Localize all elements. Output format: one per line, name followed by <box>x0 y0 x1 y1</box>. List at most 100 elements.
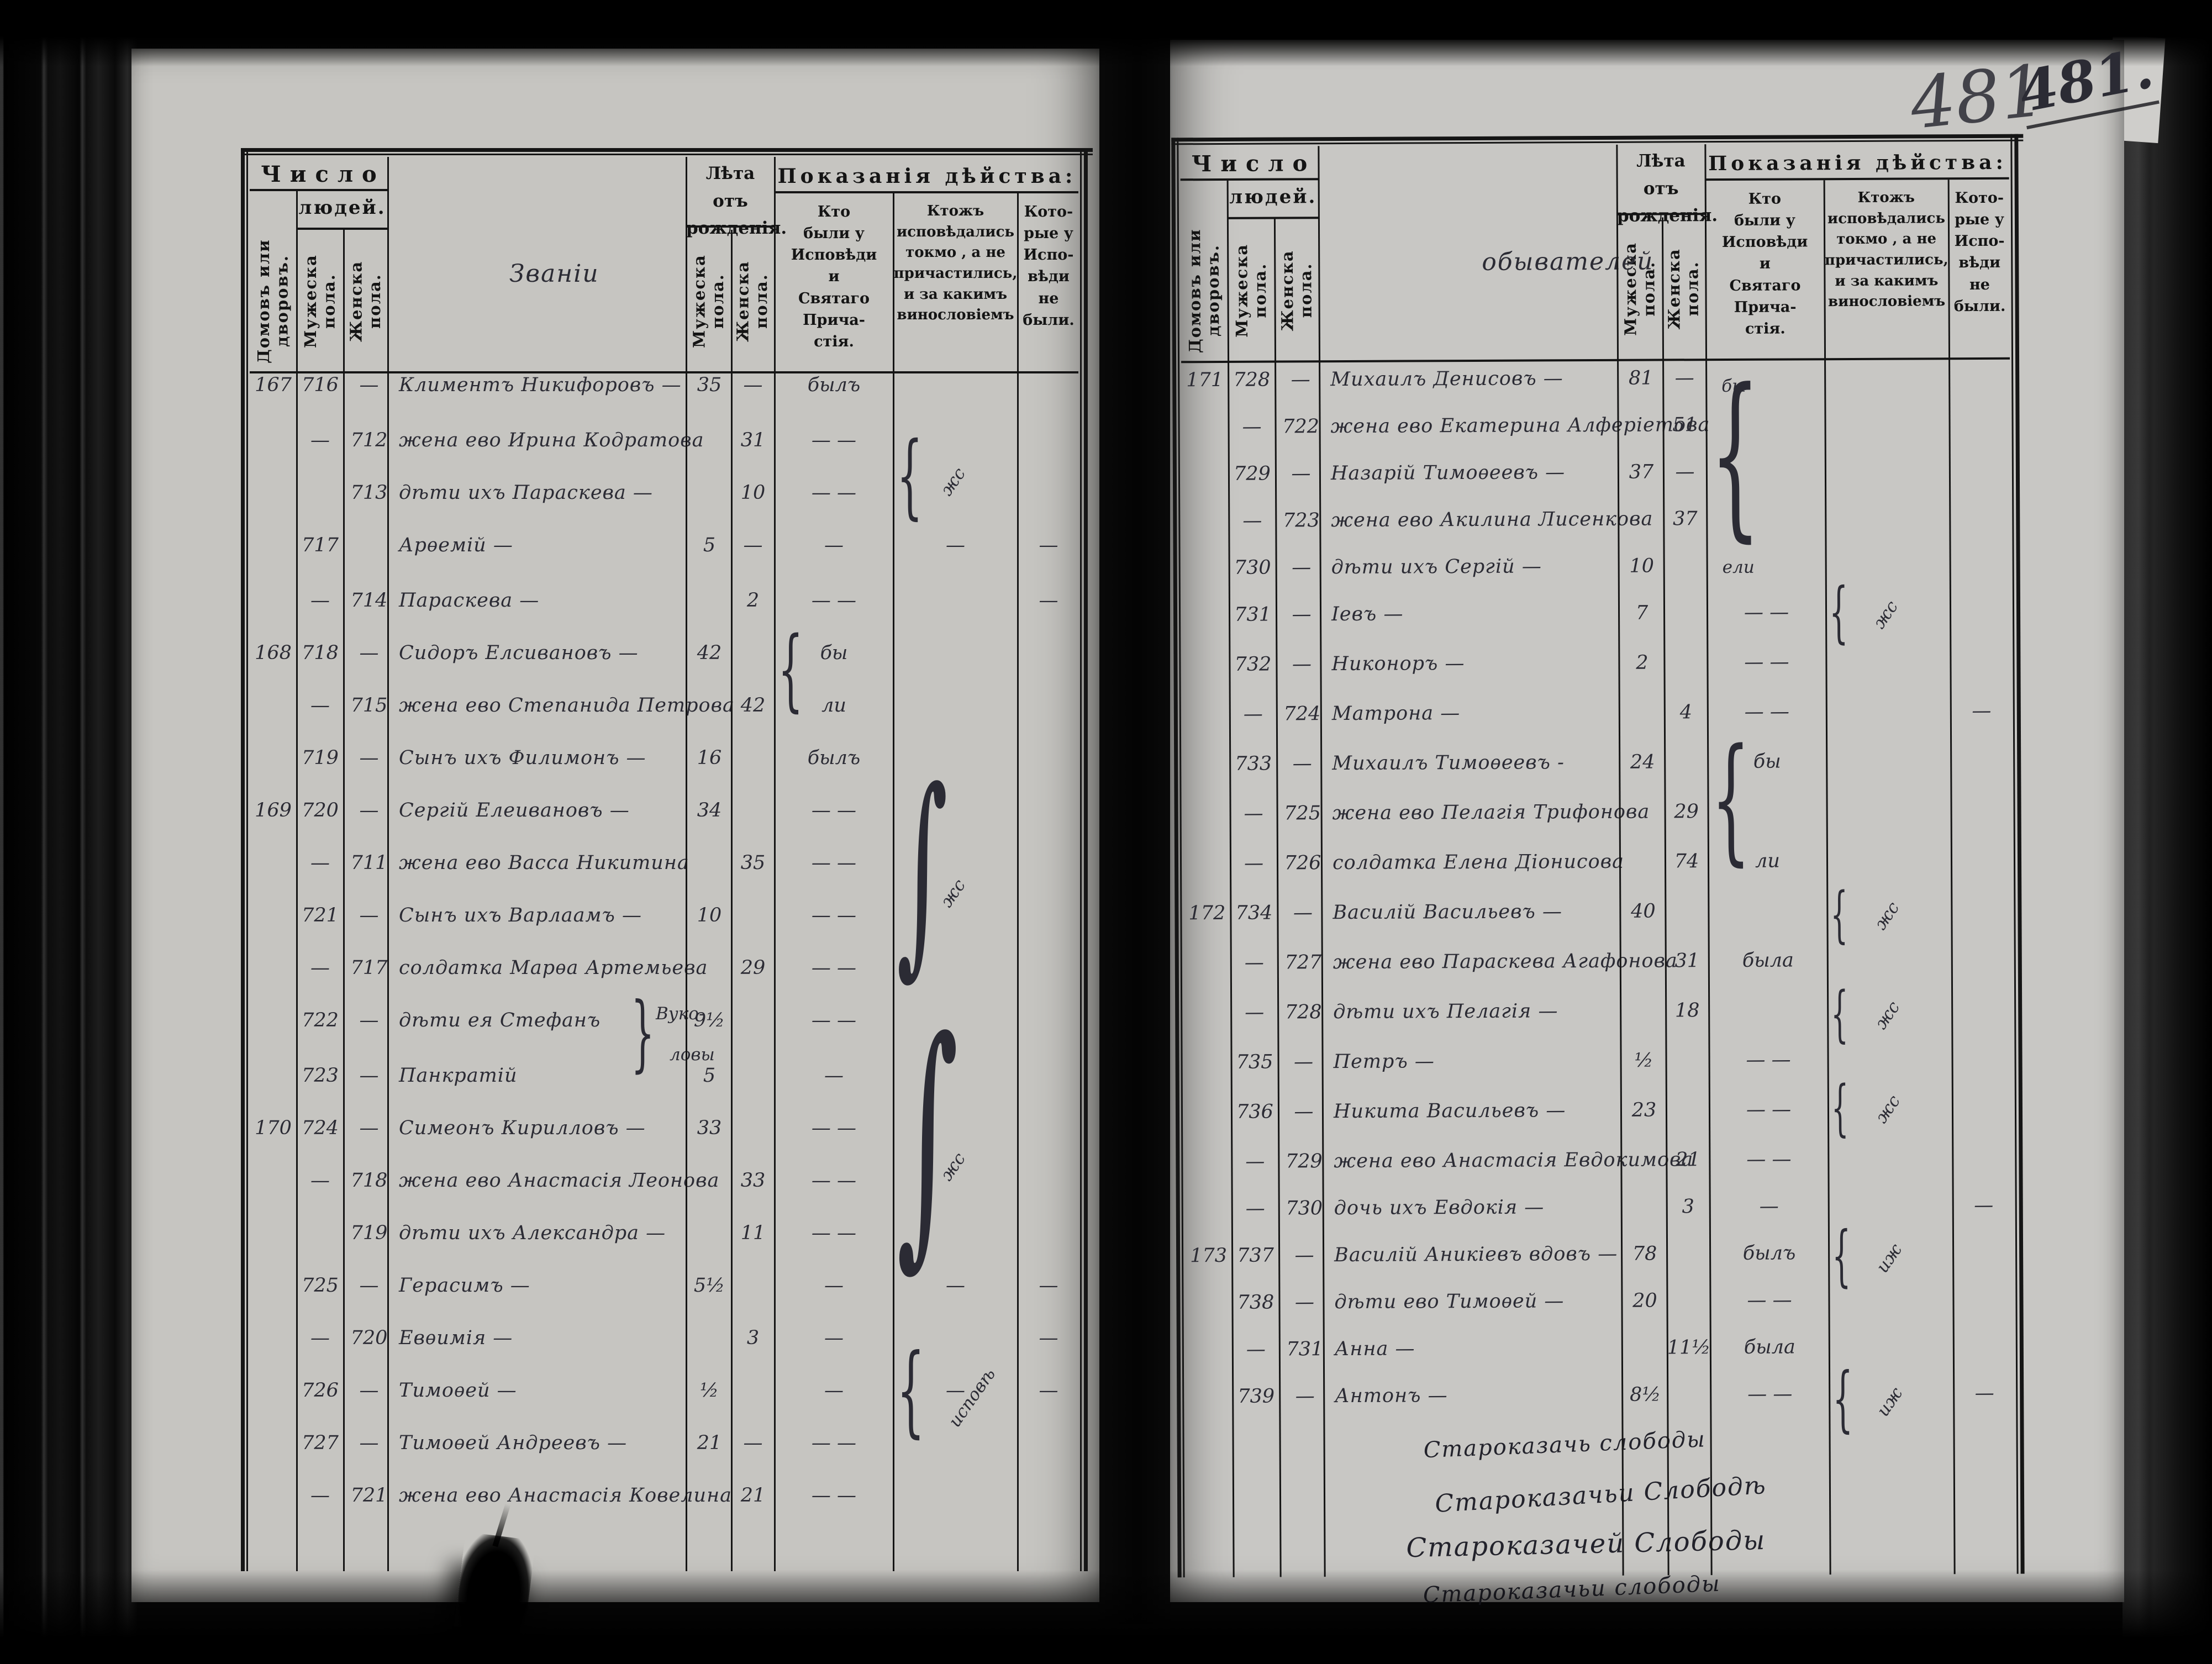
female-person-number: 714 <box>350 589 388 612</box>
confession-mark: — — <box>811 904 857 926</box>
rows-page-0: 167 716— Климентъ Никифоровъ —35— былъ —712 ж… <box>250 157 1079 1571</box>
name-entry: солдатка Елена Діонисова <box>1332 850 1625 875</box>
register-row: 170 724 — Симеонъ Кирилловъ — 33 — — <box>250 1117 1079 1162</box>
register-row: — 714 Параскева — 2 — — — <box>250 589 1079 635</box>
register-row: 730— дѣти ихъ Сергій —10 <box>1182 554 2012 603</box>
name-entry: жена ево Акилина Лисенкова <box>1331 508 1653 532</box>
male-age: 5 <box>703 1065 716 1087</box>
female-person-number: — <box>359 642 379 664</box>
confession-register-table-left: Число людей. Домовъ или дворовъ. Мужеска… <box>241 148 1093 1571</box>
female-age: 10 <box>740 482 766 504</box>
name-entry: Василій Васильевъ — <box>1333 901 1562 924</box>
male-person-number: — <box>310 957 330 979</box>
female-person-number: — <box>359 1065 379 1087</box>
female-person-number: 719 <box>350 1222 388 1244</box>
male-age: 21 <box>697 1432 722 1454</box>
male-person-number: — <box>310 852 330 874</box>
register-row: 729— Назарій Тимоѳеевъ —37— <box>1182 460 2011 509</box>
register-row: 167 716 — Климентъ Никифоровъ — 35 — былъ <box>250 374 1079 419</box>
male-person-number: 728 <box>1233 368 1271 391</box>
female-age: 3 <box>746 1327 760 1349</box>
male-age: 37 <box>1629 461 1654 483</box>
female-age: — <box>1674 367 1694 389</box>
male-person-number: 726 <box>302 1379 339 1402</box>
male-age: 33 <box>697 1117 722 1139</box>
name-entry: Анна — <box>1334 1337 1415 1361</box>
name-entry: Параскева — <box>399 589 540 612</box>
name-entry: Никита Васильевъ — <box>1333 1099 1566 1123</box>
name-entry: Михаилъ Денисовъ — <box>1330 367 1563 391</box>
name-entry: Михаилъ Тимоѳеевъ - <box>1332 751 1565 775</box>
female-person-number: — <box>359 1379 379 1402</box>
col-header-people: людей. <box>298 197 386 219</box>
confession-mark: — — <box>811 1484 857 1507</box>
female-age: 11 <box>740 1222 766 1244</box>
female-age: 42 <box>740 694 766 717</box>
male-person-number: — <box>1245 1001 1265 1024</box>
name-entry: жена ево Анастасія Ковелина <box>399 1484 732 1507</box>
male-age: 42 <box>697 642 722 664</box>
name-entry: Тимоѳей Андреевъ — <box>399 1432 628 1454</box>
grouping-brace: { <box>1832 1357 1853 1441</box>
confession-mark: — — <box>811 1009 857 1031</box>
register-row: 717 Арѳемій — 5 — — — — <box>250 534 1079 580</box>
female-person-number: 717 <box>350 957 388 979</box>
name-entry: жена ево Екатерина Алферіетова <box>1330 414 1710 438</box>
male-person-number: 736 <box>1236 1100 1273 1123</box>
name-entry: Тимоѳей — <box>399 1379 517 1402</box>
confession-mark: — <box>824 534 844 556</box>
grouping-brace: ∫ <box>897 743 948 998</box>
no-confession-mark: — <box>1972 699 1992 723</box>
confession-mark: была <box>1742 949 1794 972</box>
male-person-number: — <box>1246 1338 1266 1361</box>
male-person-number: — <box>1244 951 1264 974</box>
male-person-number: 731 <box>1234 603 1272 626</box>
no-confession-mark: — <box>1039 534 1058 556</box>
female-person-number: 715 <box>350 694 388 717</box>
table-rule <box>775 191 1078 193</box>
female-person-number: — <box>359 904 379 926</box>
name-entry: дѣти ихъ Параскева — <box>399 482 653 504</box>
female-age: 3 <box>1682 1196 1694 1218</box>
female-person-number: — <box>359 1009 379 1031</box>
register-row: 735— Петръ — ½ — — <box>1184 1048 2014 1097</box>
female-age: 4 <box>1679 701 1693 724</box>
no-confession-mark: — <box>1039 1327 1058 1349</box>
confession-mark: былъ <box>807 747 861 769</box>
confession-mark: — — <box>811 482 857 504</box>
no-confession-mark: — <box>1039 1379 1058 1402</box>
grouping-brace: { <box>897 1333 925 1448</box>
register-row: —726 солдатка Елена Діонисова 74 ли <box>1183 849 2013 898</box>
name-entry: жена ево Анастасія Евдокимова <box>1334 1149 1694 1173</box>
grouping-brace: { <box>1830 879 1848 950</box>
name-entry: Назарій Тимоѳеевъ — <box>1330 461 1566 485</box>
female-age: 11½ <box>1667 1336 1711 1359</box>
name-entry: дѣти ея Стефанъ <box>399 1009 601 1031</box>
grouping-brace: { <box>778 618 804 721</box>
pen-trial: Староказачьи Слободѣ <box>1434 1471 1767 1518</box>
male-person-number: 725 <box>302 1275 339 1297</box>
house-number: 168 <box>255 642 292 664</box>
name-entry: Петръ — <box>1333 1050 1435 1073</box>
female-age: 21 <box>1675 1149 1700 1171</box>
male-person-number: 723 <box>302 1065 339 1087</box>
confession-mark: — <box>824 1065 844 1087</box>
confession-mark: бы <box>820 642 848 664</box>
register-row: —729 жена ево Анастасія Евдокимова 21— — <box>1184 1147 2014 1197</box>
grouping-brace: { <box>1829 574 1848 651</box>
surname-grouping-brace: } <box>631 985 655 1081</box>
male-age: 81 <box>1628 367 1653 389</box>
name-entry: Герасимъ — <box>399 1275 530 1297</box>
name-entry: Сергій Елеивановъ — <box>399 799 630 822</box>
female-age: 33 <box>740 1170 766 1192</box>
table-rule <box>686 225 775 228</box>
male-person-number: 720 <box>302 799 339 822</box>
confessed-only-mark: — <box>946 534 965 556</box>
register-row: 725 — Герасимъ — 5½ — — — <box>250 1275 1079 1320</box>
confession-mark: былъ <box>807 374 861 396</box>
male-age: 23 <box>1631 1099 1657 1121</box>
register-row: 726 — Тимоѳей — ½ — — — <box>250 1379 1079 1425</box>
grouping-brace: { <box>1831 1218 1851 1295</box>
col-header-age: Лѣта отъ рожденія. <box>686 164 787 239</box>
